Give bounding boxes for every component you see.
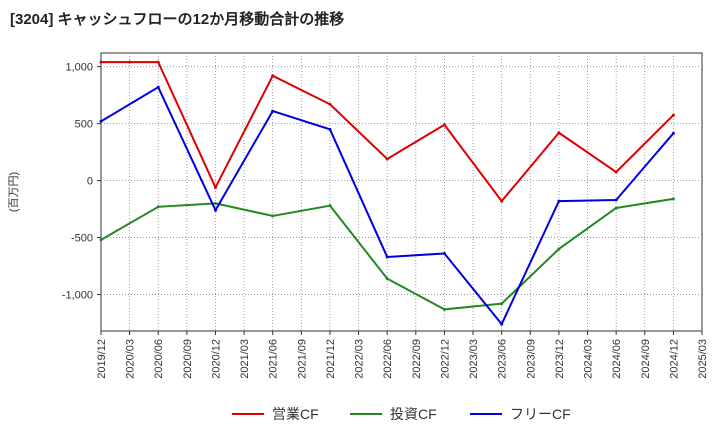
x-tick-label: 2025/03 [697,339,709,379]
x-tick-label: 2020/06 [153,339,165,379]
x-tick-label: 2023/09 [525,339,537,379]
data-point-1 [671,197,675,201]
data-point-2 [156,85,160,89]
x-tick-label: 2023/03 [468,339,480,379]
legend-label: 営業CF [272,406,319,422]
data-point-0 [671,113,675,117]
series-line-0 [101,61,675,203]
data-point-0 [99,60,103,64]
legend-label: フリーCF [510,406,571,422]
y-axis-label: (百万円) [8,172,20,212]
data-point-1 [385,277,389,281]
y-tick-label: 1,000 [65,62,93,74]
data-point-0 [271,74,275,78]
data-point-2 [271,109,275,113]
data-point-0 [213,185,217,189]
x-tick-label: 2024/06 [611,339,623,379]
x-tick-label: 2022/12 [439,339,451,379]
x-tick-label: 2020/12 [210,339,222,379]
data-point-1 [328,204,332,208]
legend-label: 投資CF [390,406,437,422]
x-tick-label: 2021/12 [325,339,337,379]
data-point-2 [442,252,446,256]
data-point-0 [614,170,618,174]
data-point-2 [614,198,618,202]
data-point-0 [557,131,561,135]
x-tick-label: 2021/03 [239,339,251,379]
x-tick-label: 2024/03 [583,339,595,379]
data-point-2 [385,255,389,259]
x-tick-label: 2020/03 [125,339,137,379]
data-point-0 [156,60,160,64]
chart-title: [3204] キャッシュフローの12か月移動合計の推移 [10,11,345,28]
data-point-0 [442,123,446,127]
x-tick-label: 2022/06 [382,339,394,379]
x-tick-label: 2022/03 [354,339,366,379]
x-tick-label: 2021/06 [268,339,280,379]
y-tick-label: -1,000 [62,290,93,302]
data-point-1 [271,214,275,218]
data-point-1 [213,201,217,205]
data-point-2 [99,119,103,123]
data-point-1 [99,238,103,242]
data-point-0 [385,157,389,161]
data-point-2 [213,208,217,212]
x-tick-label: 2019/12 [96,339,108,379]
x-tick-label: 2021/09 [296,339,308,379]
x-tick-label: 2023/12 [554,339,566,379]
x-tick-label: 2024/09 [640,339,652,379]
data-point-0 [328,102,332,106]
data-point-2 [500,322,504,326]
data-point-1 [156,205,160,209]
data-point-2 [328,127,332,131]
data-point-1 [442,307,446,311]
plot-area [100,52,703,332]
x-tick-label: 2020/09 [182,339,194,379]
x-tick-label: 2023/06 [497,339,509,379]
data-point-1 [500,302,504,306]
x-tick-label: 2024/12 [668,339,680,379]
data-point-1 [557,247,561,251]
x-tick-label: 2022/09 [411,339,423,379]
y-tick-label: 0 [87,176,93,188]
data-point-1 [614,206,618,210]
data-point-0 [128,60,132,64]
data-point-2 [557,199,561,203]
y-tick-label: -500 [71,233,93,245]
data-point-0 [500,199,504,203]
y-tick-label: 500 [75,119,93,131]
data-point-2 [671,131,675,135]
